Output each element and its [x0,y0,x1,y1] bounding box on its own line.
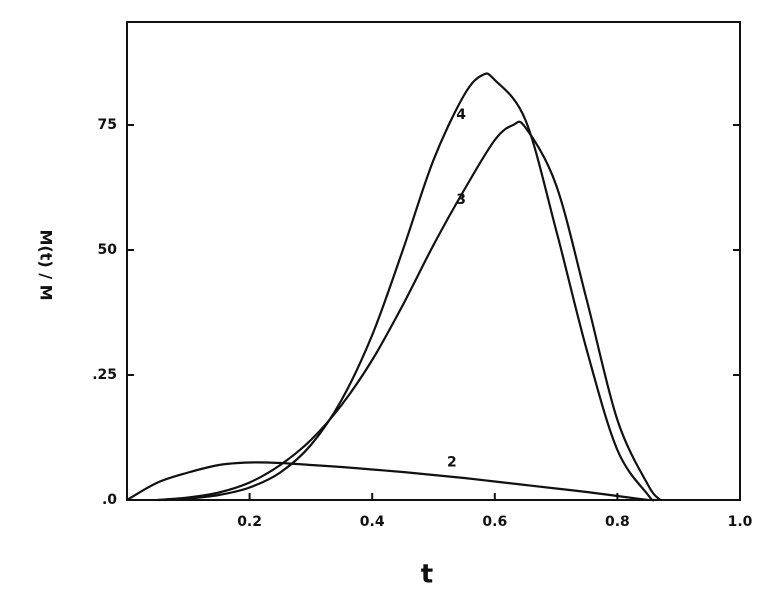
x-tick-label: 0.4 [360,514,385,530]
x-tick-label: 0.8 [605,514,630,530]
x-tick-label: 0.2 [237,514,262,530]
y-tick-label: 50 [98,242,118,258]
y-axis-label: M(t) / M [37,229,56,300]
x-axis-label: t [421,560,433,590]
x-tick-label: 0.6 [482,514,507,530]
curve-label: 2 [447,455,457,471]
x-tick-label: 1.0 [728,514,753,530]
y-tick-label: 75 [98,117,117,133]
y-tick-label: .0 [102,492,117,508]
curve-label: 4 [456,107,466,123]
curve-label: 3 [456,192,466,208]
curve [157,120,662,502]
curve [126,461,649,502]
y-tick-label: .25 [92,367,117,383]
plot-frame [126,21,741,501]
curve [157,72,655,502]
